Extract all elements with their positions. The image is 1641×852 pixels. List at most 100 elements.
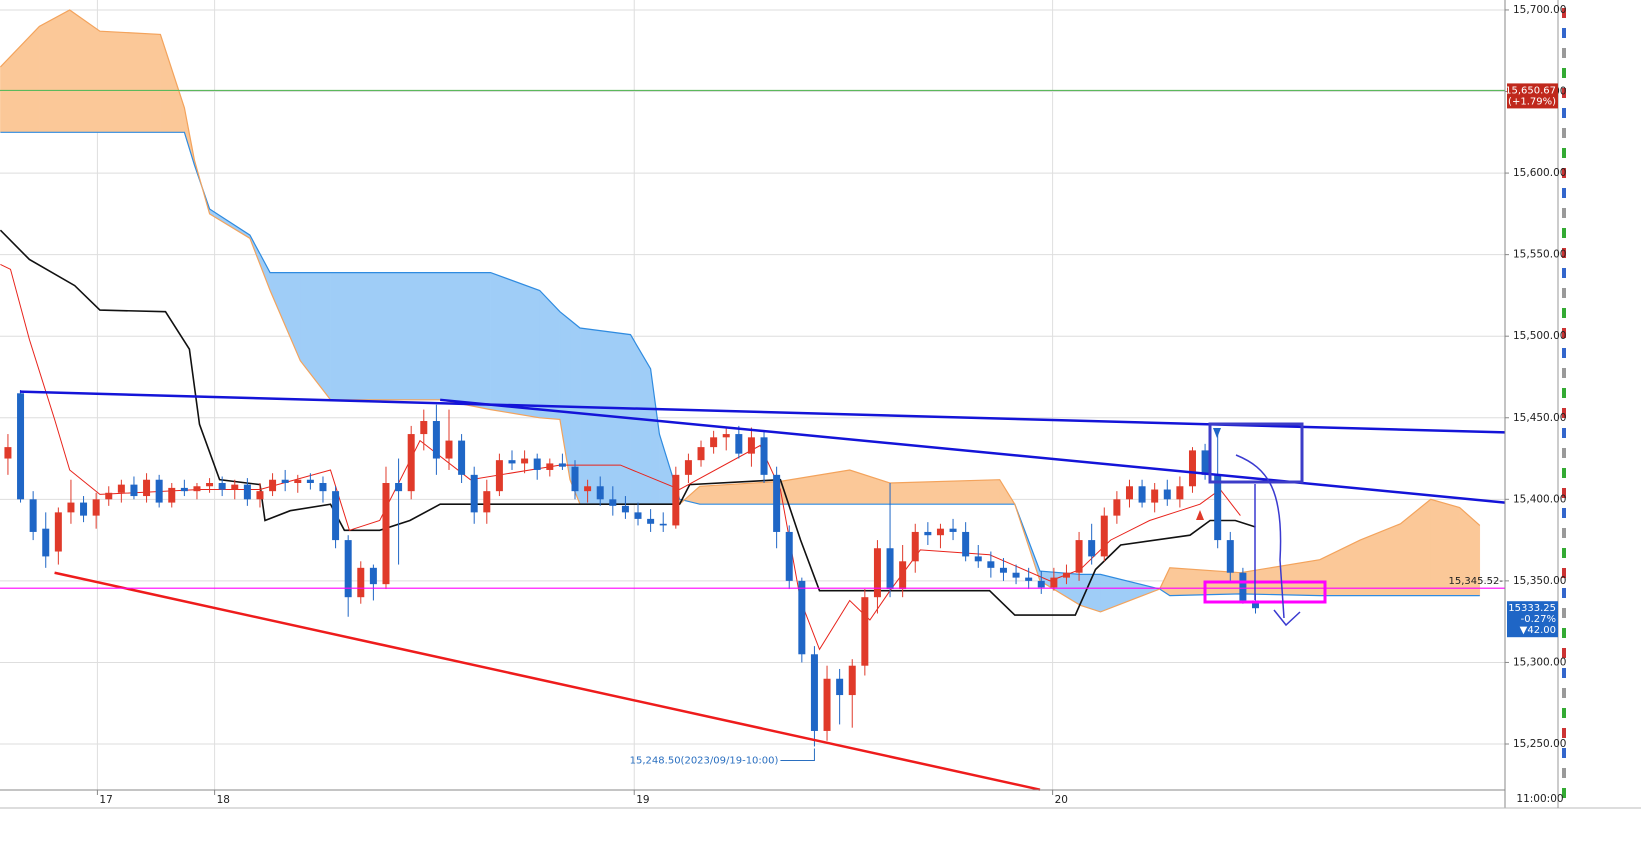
toolbar-icon	[1562, 648, 1566, 658]
candle-body	[584, 486, 592, 492]
candle-body	[42, 528, 50, 557]
candle-body	[873, 548, 881, 598]
candle-body	[924, 531, 932, 536]
toolbar-icon	[1562, 668, 1566, 678]
candle-body	[168, 487, 176, 503]
candle-body	[369, 567, 377, 585]
candle-body	[17, 393, 25, 500]
toolbar-icon	[1562, 568, 1566, 578]
time-label: 11:00:00	[1516, 793, 1563, 805]
candle-body	[206, 483, 214, 487]
candle-body	[1075, 540, 1083, 573]
candle-body	[92, 499, 100, 516]
candle-body	[1050, 577, 1058, 588]
candle-body	[899, 561, 907, 590]
candle-body	[231, 484, 239, 490]
candle-body	[999, 567, 1007, 573]
candle-body	[1100, 515, 1108, 557]
toolbar-icon	[1562, 108, 1566, 118]
signal-up	[1196, 510, 1204, 520]
toolbar-icon	[1562, 128, 1566, 138]
toolbar-icon	[1562, 348, 1566, 358]
candle-body	[1138, 486, 1146, 503]
price-marker	[1507, 83, 1558, 109]
low-note-pointer	[780, 748, 815, 761]
candle-body	[105, 492, 113, 500]
drawn-box	[1208, 422, 1304, 484]
cloud-fill	[889, 479, 1000, 505]
toolbar-icon	[1562, 548, 1566, 558]
candle-body	[710, 437, 718, 448]
candle-body	[810, 654, 818, 731]
signal-down	[1213, 428, 1221, 438]
candle-body	[722, 434, 730, 438]
candle-body	[80, 502, 88, 516]
candle-body	[117, 484, 125, 493]
candle-body	[1176, 486, 1184, 500]
candle-body	[659, 523, 667, 526]
cloud-fill	[99, 30, 161, 133]
candle-body	[432, 421, 440, 459]
toolbar-icon	[1562, 88, 1566, 98]
y-tick-label: 15,350.00	[1513, 575, 1566, 587]
candle-body	[29, 499, 37, 532]
price-marker-label: -0.27%	[1521, 614, 1556, 625]
candle-body	[962, 531, 970, 557]
candle-body	[911, 531, 919, 562]
candle-body	[974, 556, 982, 562]
toolbar-icon	[1562, 248, 1566, 258]
candle-body	[735, 434, 743, 454]
candle-body	[281, 479, 289, 484]
toolbar-icon	[1562, 28, 1566, 38]
toolbar-icon	[1562, 528, 1566, 538]
candle-body	[319, 483, 327, 492]
toolbar-icon	[1562, 228, 1566, 238]
x-tick-label: 19	[636, 794, 649, 806]
toolbar-icon	[1562, 448, 1566, 458]
candle-body	[395, 483, 403, 492]
candle-body	[67, 502, 75, 513]
toolbar-icon	[1562, 388, 1566, 398]
price-marker-label: ▼42.00	[1520, 625, 1556, 636]
y-tick-label: 15,300.00	[1513, 656, 1566, 668]
candle-body	[1201, 450, 1209, 475]
candle-body	[269, 479, 277, 492]
cloud-fill	[330, 272, 441, 401]
toolbar-icon	[1562, 628, 1566, 638]
candle-body	[294, 479, 302, 484]
candle-body	[1113, 499, 1121, 516]
toolbar-icon	[1562, 428, 1566, 438]
candle-body	[508, 460, 516, 464]
candle-body	[647, 518, 655, 524]
cloud-fill	[39, 9, 70, 133]
candle-body	[760, 437, 768, 475]
candle-body	[1214, 474, 1222, 541]
candle-body	[936, 528, 944, 536]
x-tick-label: 17	[99, 794, 112, 806]
candle-body	[130, 484, 138, 497]
x-tick-label: 20	[1055, 794, 1068, 806]
indicator-line	[0, 229, 1256, 616]
price-marker-label: 15,650.67	[1505, 85, 1556, 96]
candle-body	[596, 486, 604, 500]
candle-body	[836, 678, 844, 696]
price-marker	[1507, 601, 1558, 638]
toolbar-icon	[1562, 328, 1566, 338]
toolbar-icon	[1562, 608, 1566, 618]
toolbar-icon	[1562, 588, 1566, 598]
toolbar-icon	[1562, 268, 1566, 278]
candle-body	[470, 474, 478, 513]
toolbar-icon	[1562, 468, 1566, 478]
toolbar-icon	[1562, 48, 1566, 58]
level-label: 15,345.52-	[1448, 576, 1503, 587]
candle-body	[4, 447, 12, 459]
toolbar-icon	[1562, 768, 1566, 778]
drawn-box	[1203, 580, 1327, 604]
candle-body	[1025, 577, 1033, 581]
toolbar-icon	[1562, 508, 1566, 518]
toolbar-icon	[1562, 8, 1566, 18]
toolbar-icon	[1562, 68, 1566, 78]
candle-body	[987, 561, 995, 568]
toolbar-icon	[1562, 308, 1566, 318]
